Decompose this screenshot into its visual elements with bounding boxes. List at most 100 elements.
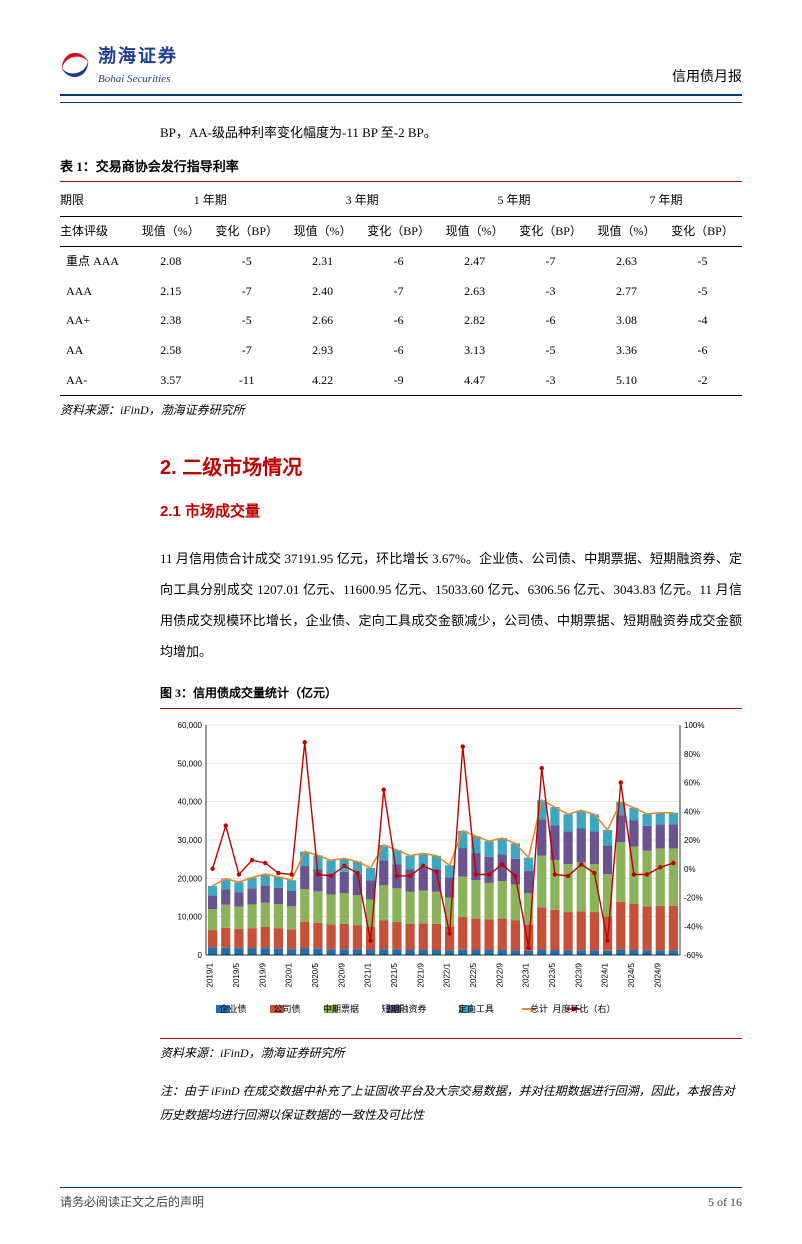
svg-text:总计: 总计	[530, 1003, 548, 1014]
body-paragraph: 11 月信用债合计成交 37191.95 亿元，环比增长 3.67%。企业债、公…	[160, 543, 742, 668]
value-cell: 3.08	[590, 306, 663, 336]
svg-text:2023/5: 2023/5	[548, 963, 557, 988]
rating-header: 主体评级	[60, 216, 134, 247]
subcol: 变化（BP）	[511, 216, 590, 247]
svg-text:2020/9: 2020/9	[337, 963, 346, 988]
tenor-col: 3 年期	[286, 186, 438, 216]
svg-text:月度环比（右）: 月度环比（右）	[552, 1003, 615, 1014]
tenor-col: 5 年期	[438, 186, 590, 216]
svg-text:60,000: 60,000	[178, 721, 203, 730]
svg-text:0: 0	[198, 951, 203, 960]
svg-text:50,000: 50,000	[178, 759, 203, 768]
value-cell: -7	[511, 247, 590, 277]
value-cell: 2.58	[134, 336, 207, 366]
table-source: 资料来源：iFinD，渤海证券研究所	[60, 400, 742, 422]
svg-text:短期融资券: 短期融资券	[381, 1003, 426, 1014]
subcol: 变化（BP）	[359, 216, 438, 247]
rating-cell: 重点 AAA	[60, 247, 134, 277]
value-cell: 2.93	[286, 336, 359, 366]
value-cell: -6	[663, 336, 742, 366]
figure-source: 资料来源：iFinD，渤海证券研究所	[160, 1043, 742, 1065]
page-header: 渤海证券 Bohai Securities 信用债月报	[60, 40, 742, 96]
svg-text:2022/9: 2022/9	[495, 963, 504, 988]
value-cell: -3	[511, 277, 590, 307]
table-row: AA2.58-72.93-63.13-53.36-6	[60, 336, 742, 366]
figure-caption: 图 3：信用债成交量统计（亿元）	[160, 683, 742, 709]
logo-text-en: Bohai Securities	[98, 70, 178, 90]
subcol: 现值（%）	[134, 216, 207, 247]
value-cell: -5	[207, 247, 286, 277]
value-cell: 2.66	[286, 306, 359, 336]
value-cell: -7	[207, 277, 286, 307]
svg-text:定向工具: 定向工具	[458, 1003, 494, 1014]
value-cell: -5	[663, 277, 742, 307]
footer-page: 5 of 16	[708, 1192, 742, 1214]
svg-text:30,000: 30,000	[178, 836, 203, 845]
subcol: 变化（BP）	[663, 216, 742, 247]
tenor-col: 1 年期	[134, 186, 286, 216]
svg-text:2023/9: 2023/9	[574, 963, 583, 988]
svg-text:公司债: 公司债	[273, 1003, 300, 1014]
svg-text:0%: 0%	[684, 865, 696, 874]
value-cell: -11	[207, 366, 286, 396]
svg-text:2021/1: 2021/1	[364, 963, 373, 988]
doc-type: 信用债月报	[672, 65, 742, 90]
svg-text:2024/5: 2024/5	[627, 963, 636, 988]
logo-text-cn: 渤海证券	[98, 40, 178, 72]
table-row: 重点 AAA2.08-52.31-62.47-72.63-5	[60, 247, 742, 277]
value-cell: -5	[663, 247, 742, 277]
value-cell: -5	[207, 306, 286, 336]
value-cell: 5.10	[590, 366, 663, 396]
value-cell: -7	[207, 336, 286, 366]
logo: 渤海证券 Bohai Securities	[60, 40, 178, 90]
footer-disclaimer: 请务必阅读正文之后的声明	[60, 1192, 204, 1214]
svg-text:-40%: -40%	[684, 922, 703, 931]
value-cell: 2.63	[438, 277, 511, 307]
value-cell: -5	[511, 336, 590, 366]
svg-text:2022/5: 2022/5	[469, 963, 478, 988]
svg-text:60%: 60%	[684, 779, 700, 788]
svg-text:20,000: 20,000	[178, 874, 203, 883]
value-cell: -3	[511, 366, 590, 396]
subcol: 变化（BP）	[207, 216, 286, 247]
svg-text:2021/9: 2021/9	[416, 963, 425, 988]
value-cell: 2.15	[134, 277, 207, 307]
svg-text:2022/1: 2022/1	[443, 963, 452, 988]
svg-text:2021/5: 2021/5	[390, 963, 399, 988]
figure-note: 注：由于 iFinD 在成交数据中补充了上证固收平台及大宗交易数据，并对往期数据…	[160, 1079, 742, 1127]
subcol: 现值（%）	[286, 216, 359, 247]
svg-text:-60%: -60%	[684, 951, 703, 960]
section-2-1-title: 2.1 市场成交量	[160, 498, 742, 525]
rating-cell: AA-	[60, 366, 134, 396]
rating-cell: AAA	[60, 277, 134, 307]
svg-text:80%: 80%	[684, 750, 700, 759]
value-cell: 3.36	[590, 336, 663, 366]
section-2-title: 2. 二级市场情况	[160, 450, 742, 486]
value-cell: 3.57	[134, 366, 207, 396]
logo-mark-icon	[60, 49, 92, 81]
value-cell: -4	[663, 306, 742, 336]
value-cell: 2.40	[286, 277, 359, 307]
svg-text:2020/1: 2020/1	[285, 963, 294, 988]
rating-cell: AA+	[60, 306, 134, 336]
value-cell: 2.63	[590, 247, 663, 277]
svg-text:20%: 20%	[684, 836, 700, 845]
chart-container: 010,00020,00030,00040,00050,00060,000-60…	[160, 715, 742, 1039]
svg-text:40,000: 40,000	[178, 798, 203, 807]
table-caption: 表 1：交易商协会发行指导利率	[60, 155, 742, 182]
value-cell: 2.47	[438, 247, 511, 277]
value-cell: 2.38	[134, 306, 207, 336]
tenor-header: 期限	[60, 186, 134, 216]
svg-text:2019/9: 2019/9	[258, 963, 267, 988]
value-cell: -9	[359, 366, 438, 396]
svg-text:2024/1: 2024/1	[601, 963, 610, 988]
value-cell: 2.08	[134, 247, 207, 277]
value-cell: -6	[359, 247, 438, 277]
svg-text:40%: 40%	[684, 807, 700, 816]
intro-line: BP，AA-级品种利率变化幅度为-11 BP 至-2 BP。	[160, 121, 742, 144]
guideline-rate-table: 期限 1 年期 3 年期 5 年期 7 年期 主体评级 现值（%）变化（BP） …	[60, 186, 742, 396]
svg-text:2024/9: 2024/9	[653, 963, 662, 988]
value-cell: 4.22	[286, 366, 359, 396]
page-footer: 请务必阅读正文之后的声明 5 of 16	[60, 1187, 742, 1214]
svg-text:企业债: 企业债	[219, 1003, 246, 1014]
